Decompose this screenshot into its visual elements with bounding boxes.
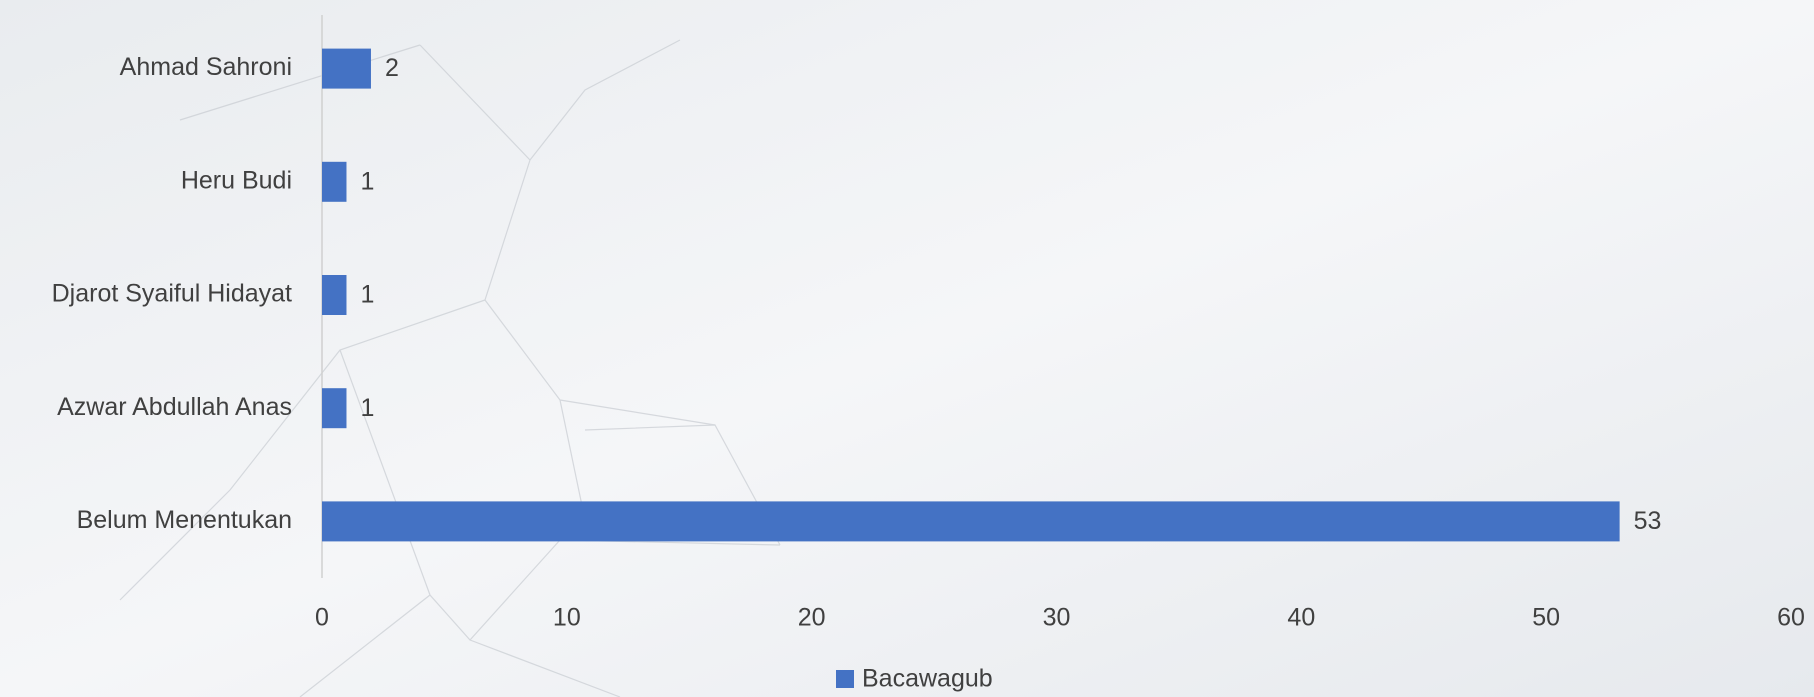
bar: [322, 161, 347, 202]
decor-network: [119, 39, 781, 697]
y-tick-label: Heru Budi: [181, 166, 292, 194]
y-tick-label: Ahmad Sahroni: [120, 53, 292, 81]
x-tick-label: 20: [798, 604, 826, 632]
legend-label: Bacawagub: [862, 665, 993, 693]
data-label: 1: [360, 394, 374, 422]
x-tick-label: 10: [553, 604, 581, 632]
data-label: 2: [385, 54, 399, 82]
bar: [322, 48, 371, 89]
x-tick-label: 60: [1777, 604, 1805, 632]
bar: [322, 501, 1620, 542]
x-tick-label: 30: [1043, 604, 1071, 632]
legend-swatch: [836, 670, 854, 688]
data-label: 1: [360, 167, 374, 195]
bar: [322, 275, 347, 315]
bar: [322, 388, 347, 429]
y-tick-label: Djarot Syaiful Hidayat: [52, 280, 292, 308]
x-tick-label: 50: [1532, 604, 1560, 632]
data-label: 53: [1634, 507, 1662, 535]
y-tick-label: Azwar Abdullah Anas: [57, 393, 292, 421]
y-tick-label: Belum Menentukan: [77, 506, 292, 534]
x-tick-label: 0: [315, 604, 329, 632]
x-tick-label: 40: [1287, 604, 1315, 632]
data-label: 1: [360, 281, 374, 309]
